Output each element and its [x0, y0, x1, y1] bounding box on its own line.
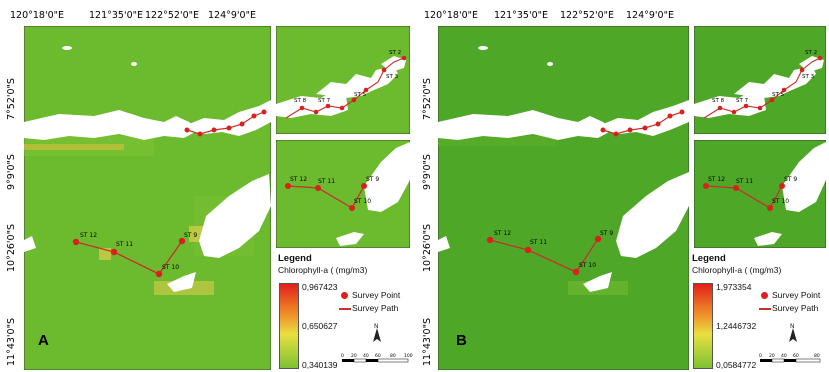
- survey-point-icon: [761, 292, 768, 299]
- legend-min: 0,340139: [302, 360, 338, 370]
- station-label: ST 7: [736, 98, 749, 104]
- north-arrow-icon: N: [373, 323, 381, 342]
- station-label: ST 10: [579, 262, 596, 269]
- station-label: ST 10: [162, 264, 179, 271]
- svg-text:60: 60: [375, 353, 381, 359]
- legend-survey-path: Survey Path: [772, 303, 819, 313]
- lat-tick-label: 7°52'0"S: [422, 78, 433, 120]
- station-label: ST 2: [389, 50, 401, 56]
- station-label: ST 11: [116, 241, 133, 248]
- panel-letter: B: [456, 332, 467, 349]
- color-ramp: [693, 283, 713, 369]
- legend-mid: 0,650627: [302, 321, 338, 331]
- legend-title: Legend: [692, 253, 726, 264]
- svg-text:0: 0: [759, 353, 762, 359]
- svg-text:80: 80: [814, 353, 820, 359]
- inset-map-south: ST 12 ST 11 ST 10 ST 9: [694, 140, 826, 248]
- station-label: ST 12: [290, 176, 307, 183]
- svg-text:100: 100: [404, 353, 413, 359]
- station-label: ST 9: [184, 232, 197, 239]
- legend-subtitle: Chlorophyll-a ( (mg/m3): [278, 265, 368, 275]
- panel-a: 120°18'0"E 121°35'0"E 122°52'0"E 124°9'0…: [0, 0, 414, 372]
- legend-survey-point: Survey Point: [352, 290, 401, 300]
- station-label: ST 7: [318, 98, 331, 104]
- legend-max: 0,967423: [302, 282, 338, 292]
- station-label: ST 10: [772, 198, 789, 205]
- station-label: ST 12: [80, 232, 97, 239]
- survey-path-icon: [759, 308, 771, 310]
- station-label: ST 5: [354, 92, 367, 98]
- lon-tick-label: 124°9'0"E: [626, 10, 674, 21]
- station-label: ST 5: [772, 92, 785, 98]
- lon-tick-label: 120°18'0"E: [10, 10, 64, 21]
- lon-tick-label: 124°9'0"E: [208, 10, 256, 21]
- station-label: ST 12: [494, 230, 511, 237]
- panel-b: 120°18'0"E 121°35'0"E 122°52'0"E 124°9'0…: [414, 0, 829, 372]
- station-label: ST 9: [366, 176, 379, 183]
- legend-survey-point: Survey Point: [772, 290, 821, 300]
- survey-point: [572, 268, 580, 276]
- station-label: ST 3: [802, 74, 815, 80]
- lon-tick-label: 122°52'0"E: [560, 10, 614, 21]
- survey-point: [110, 248, 118, 256]
- legend-min: 0,0584772: [716, 360, 757, 370]
- svg-text:80: 80: [390, 353, 396, 359]
- lat-tick-label: 10°26'0"S: [422, 224, 433, 272]
- station-label: ST 12: [708, 176, 725, 183]
- main-map: ST 12 ST 11 ST 10 ST 9: [24, 26, 271, 370]
- svg-text:20: 20: [769, 353, 775, 359]
- station-label: ST 9: [600, 230, 613, 237]
- svg-text:N: N: [374, 323, 379, 330]
- station-label: ST 3: [386, 74, 399, 80]
- inset-map-south: ST 12 ST 11 ST 10 ST 9: [276, 140, 410, 248]
- main-map: ST 12 ST 11 ST 10 ST 9: [438, 26, 689, 370]
- lat-tick-label: 11°43'0"S: [6, 318, 17, 366]
- survey-point: [594, 235, 602, 243]
- lon-tick-label: 120°18'0"E: [424, 10, 478, 21]
- survey-point: [155, 270, 163, 278]
- lat-tick-label: 10°26'0"S: [6, 224, 17, 272]
- lat-tick-label: 9°9'0"S: [6, 154, 17, 190]
- legend-max: 1,973354: [716, 282, 752, 292]
- inset-map-north: ST 2 ST 3 ST 5 ST 7 ST 8: [694, 26, 826, 134]
- scale-bar: 0 20 40 60 80 100: [341, 353, 413, 363]
- north-arrow-icon: N: [789, 323, 797, 342]
- color-ramp: [279, 283, 299, 369]
- scale-bar: 0 20 40 60 80: [759, 353, 821, 363]
- station-label: ST 11: [530, 239, 547, 246]
- lat-tick-label: 7°52'0"S: [6, 78, 17, 120]
- survey-path-icon: [339, 308, 351, 310]
- survey-point: [178, 237, 186, 245]
- station-label: ST 9: [784, 176, 797, 183]
- station-label: ST 8: [712, 98, 725, 104]
- svg-text:60: 60: [793, 353, 799, 359]
- survey-point-icon: [341, 292, 348, 299]
- inset-map-north: ST 2 ST 3 ST 5 ST 7 ST 8: [276, 26, 410, 134]
- legend-title: Legend: [278, 253, 312, 264]
- station-label: ST 8: [294, 98, 307, 104]
- station-label: ST 11: [318, 178, 335, 185]
- svg-text:20: 20: [351, 353, 357, 359]
- station-label: ST 11: [736, 178, 753, 185]
- lat-tick-label: 9°9'0"S: [422, 154, 433, 190]
- station-label: ST 2: [805, 50, 817, 56]
- panel-letter: A: [38, 332, 49, 349]
- lat-tick-label: 11°43'0"S: [422, 318, 433, 366]
- lon-tick-label: 122°52'0"E: [145, 10, 199, 21]
- survey-point: [486, 236, 494, 244]
- lon-tick-label: 121°35'0"E: [89, 10, 143, 21]
- svg-text:40: 40: [363, 353, 369, 359]
- svg-text:0: 0: [341, 353, 344, 359]
- legend-subtitle: Chlorophyll-a ( (mg/m3): [692, 265, 782, 275]
- legend-mid: 1,2446732: [716, 321, 757, 331]
- survey-point: [524, 246, 532, 254]
- svg-text:N: N: [790, 323, 795, 330]
- lon-tick-label: 121°35'0"E: [494, 10, 548, 21]
- station-label: ST 10: [354, 198, 371, 205]
- survey-point: [72, 238, 80, 246]
- svg-text:40: 40: [781, 353, 787, 359]
- legend-survey-path: Survey Path: [352, 303, 399, 313]
